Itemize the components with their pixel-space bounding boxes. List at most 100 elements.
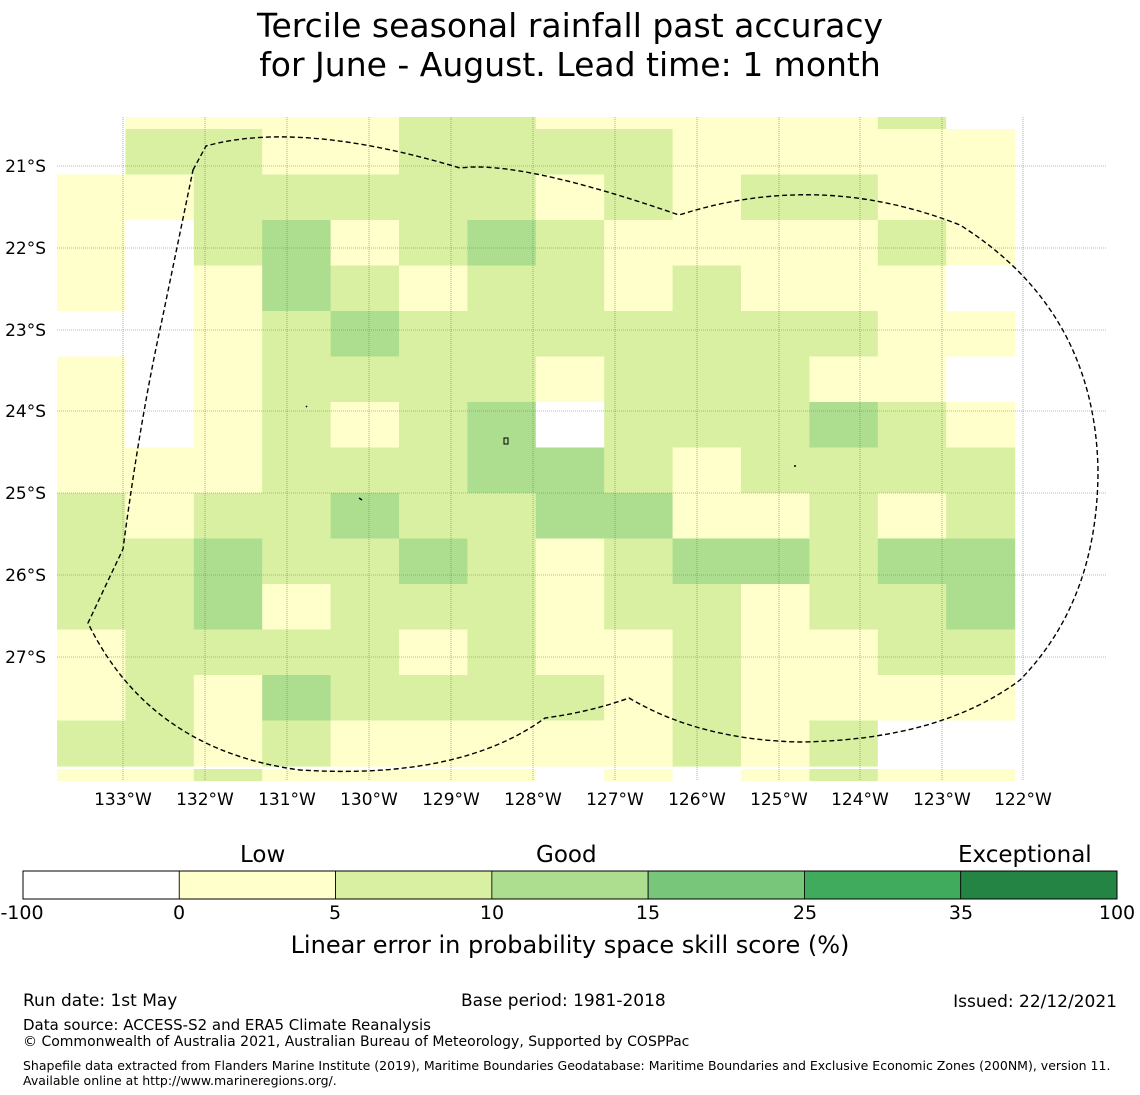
grid-cell — [946, 220, 1016, 267]
grid-cell — [604, 493, 674, 540]
grid-cell — [946, 584, 1016, 631]
grid-cell — [672, 447, 742, 494]
issued-date: Issued: 22/12/2021 — [953, 992, 1117, 1012]
grid-cell — [330, 675, 400, 722]
grid-cell — [741, 311, 810, 358]
grid-cell — [330, 356, 400, 403]
grid-cell — [125, 265, 195, 312]
longitude-labels: 133°W 132°W 131°W 130°W 129°W 128°W 127°W 126°W… — [94, 790, 1052, 810]
grid-cell — [399, 265, 468, 312]
grid-cell — [741, 220, 810, 267]
grid-cell — [809, 129, 879, 176]
grid-cell — [741, 769, 810, 782]
colorbar-tick: 15 — [635, 902, 661, 924]
grid-cell — [672, 265, 742, 312]
grid-cell — [809, 447, 879, 494]
map-title-line-1: Tercile seasonal rainfall past accuracy — [256, 6, 884, 45]
grid-cell — [877, 769, 947, 782]
grid-cell — [399, 720, 468, 767]
colorbar-tick: 35 — [948, 902, 974, 924]
grid-cell — [125, 720, 195, 767]
grid-cell — [399, 629, 468, 676]
grid-cell — [467, 220, 537, 267]
grid-cell — [57, 447, 126, 494]
grid-cell — [262, 584, 332, 631]
grid-cell — [604, 447, 674, 494]
grid-cell — [399, 447, 468, 494]
grid-cell — [535, 356, 605, 403]
grid-cell — [877, 117, 947, 130]
grid-cell — [877, 220, 947, 267]
grid-cell — [535, 402, 605, 449]
grid-cell — [809, 629, 879, 676]
grid-cell — [193, 402, 263, 449]
grid-cell — [467, 584, 537, 631]
grid-cell — [672, 720, 742, 767]
grid-cell — [877, 402, 947, 449]
island-outline — [305, 405, 308, 408]
grid-cell — [193, 220, 263, 267]
grid-cell — [535, 629, 605, 676]
colorbar-swatch — [335, 870, 493, 900]
grid-cell — [399, 117, 468, 130]
island-outline — [358, 497, 363, 501]
grid-cell — [399, 356, 468, 403]
grid-cell — [604, 220, 674, 267]
grid-cell — [57, 311, 126, 358]
latitude-label: 27°S — [5, 648, 46, 668]
grid-cell — [809, 584, 879, 631]
grid-cell — [330, 538, 400, 585]
grid-cell — [57, 220, 126, 267]
grid-cell — [946, 117, 1016, 130]
grid-cell — [467, 174, 537, 221]
grid-cell — [604, 129, 674, 176]
grid-cell — [809, 174, 879, 221]
grid-cell — [604, 769, 674, 782]
grid-cell — [535, 769, 605, 782]
grid-cell — [741, 584, 810, 631]
grid-cell — [193, 538, 263, 585]
grid-cell — [741, 265, 810, 312]
grid-cell — [467, 675, 537, 722]
grid-cell — [809, 720, 879, 767]
grid-cell — [877, 629, 947, 676]
grid-cell — [946, 174, 1016, 221]
grid-cell — [877, 493, 947, 540]
grid-cell — [877, 720, 947, 767]
grid-cell — [535, 447, 605, 494]
grid-cell — [672, 402, 742, 449]
grid-cell — [809, 538, 879, 585]
grid-cell — [330, 129, 400, 176]
grid-cell — [946, 493, 1016, 540]
grid-cell — [467, 629, 537, 676]
colorbar-swatch — [804, 870, 962, 900]
colorbar-category-low: Low — [240, 842, 286, 868]
grid-cell — [741, 117, 810, 130]
latitude-label: 26°S — [5, 566, 46, 586]
grid-cell — [877, 447, 947, 494]
grid-cell — [262, 720, 332, 767]
grid-cell — [467, 117, 537, 130]
grid-cell — [125, 117, 195, 130]
grid-cell — [946, 402, 1016, 449]
grid-cell — [193, 174, 263, 221]
longitude-label: 126°W — [668, 790, 726, 810]
grid-cell — [672, 584, 742, 631]
grid-cell — [193, 117, 263, 130]
grid-cell — [535, 720, 605, 767]
grid-cell — [604, 720, 674, 767]
grid-cell — [877, 311, 947, 358]
grid-cell — [604, 265, 674, 312]
grid-cell — [399, 675, 468, 722]
grid-cell — [535, 174, 605, 221]
colorbar-swatch — [647, 870, 805, 900]
grid-cell — [877, 675, 947, 722]
colorbar-tick: 25 — [792, 902, 818, 924]
latitude-label: 24°S — [5, 402, 46, 422]
grid-cell — [330, 584, 400, 631]
longitude-label: 133°W — [94, 790, 152, 810]
grid-cell — [604, 675, 674, 722]
grid-cell — [262, 117, 332, 130]
grid-cell — [741, 356, 810, 403]
grid-cell — [330, 402, 400, 449]
